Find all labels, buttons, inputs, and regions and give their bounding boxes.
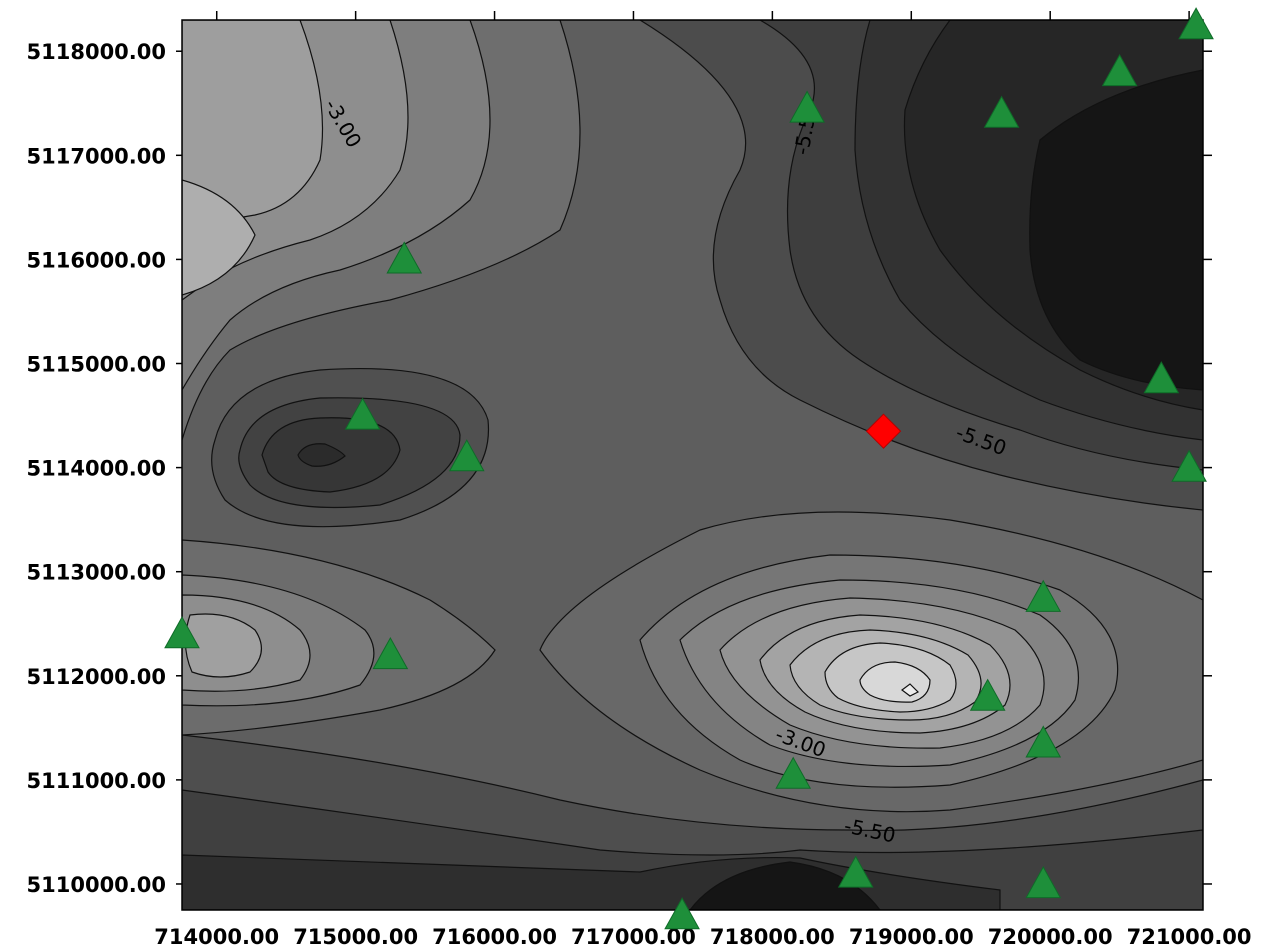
station-triangle-icon xyxy=(1101,54,1138,87)
contour-band-ul-5 xyxy=(182,179,256,296)
x-tick-label: 721000.00 xyxy=(1127,925,1252,947)
station-triangle-icon xyxy=(983,95,1020,128)
station-triangle-icon xyxy=(386,241,423,274)
station-triangle-icon xyxy=(775,756,812,789)
contour-field xyxy=(182,20,1203,910)
y-tick-label: 5115000.00 xyxy=(27,353,166,377)
station-triangle-icon xyxy=(1025,725,1062,758)
x-axis: 714000.00 715000.00 716000.00 717000.00 7180… xyxy=(154,11,1252,947)
station-triangle-icon xyxy=(664,897,700,930)
contour-band-ll-4 xyxy=(184,613,262,678)
station-markers xyxy=(164,7,1214,930)
station-triangle-icon xyxy=(1178,7,1214,40)
contour-band-basin-4 xyxy=(297,443,346,467)
x-tick-label: 714000.00 xyxy=(154,925,279,947)
station-triangle-icon xyxy=(1171,449,1207,482)
y-tick-label: 5110000.00 xyxy=(27,873,166,897)
station-triangle-icon xyxy=(164,616,200,649)
x-tick-label: 715000.00 xyxy=(293,925,418,947)
y-tick-label: 5111000.00 xyxy=(27,769,166,793)
x-tick-label: 720000.00 xyxy=(988,925,1113,947)
station-triangle-icon xyxy=(789,90,825,123)
contour-band-bottom-4 xyxy=(689,861,881,910)
plot-frame xyxy=(181,19,1204,911)
y-tick-label: 5114000.00 xyxy=(27,457,166,481)
site-diamond-icon xyxy=(865,413,902,449)
contour-band-lr-9 xyxy=(901,683,920,697)
y-tick-label: 5118000.00 xyxy=(27,40,166,64)
station-triangle-icon xyxy=(448,439,485,472)
y-tick-label: 5113000.00 xyxy=(27,561,166,585)
y-axis: 5110000.00 5111000.00 5112000.00 5113000.00… xyxy=(27,40,1212,897)
y-tick-label: 5117000.00 xyxy=(27,144,166,168)
station-triangle-icon xyxy=(1025,579,1062,612)
station-triangle-icon xyxy=(344,397,381,430)
station-triangle-icon xyxy=(837,855,874,888)
station-triangle-icon xyxy=(372,636,409,670)
y-tick-label: 5112000.00 xyxy=(27,665,166,689)
station-triangle-icon xyxy=(1143,361,1180,394)
station-triangle-icon xyxy=(1025,865,1062,899)
y-tick-label: 5116000.00 xyxy=(27,248,166,272)
x-tick-label: 718000.00 xyxy=(710,925,835,947)
station-triangle-icon xyxy=(969,678,1006,711)
x-tick-label: 716000.00 xyxy=(432,925,557,947)
x-tick-label: 717000.00 xyxy=(571,925,696,947)
site-marker-layer xyxy=(865,413,902,449)
x-tick-label: 719000.00 xyxy=(849,925,974,947)
contour-band-ur-5 xyxy=(1029,69,1203,391)
